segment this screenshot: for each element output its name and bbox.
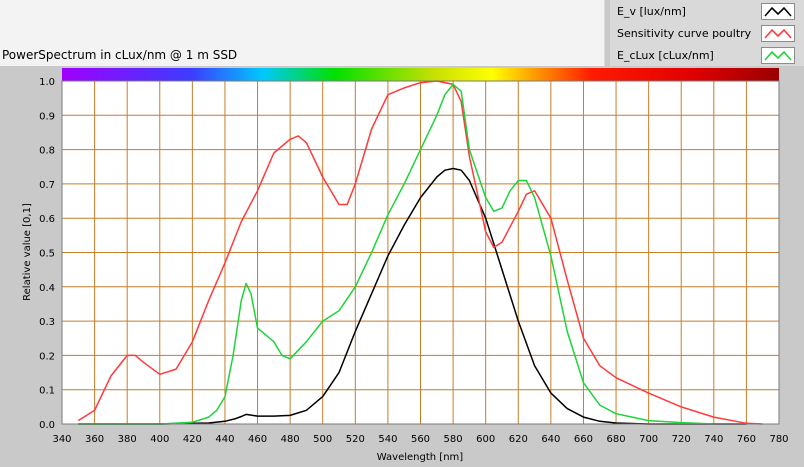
- legend-item-sensitivity[interactable]: Sensitivity curve poultry: [610, 23, 804, 45]
- spectrum-bar: [62, 68, 779, 81]
- x-tick-label: 760: [737, 434, 756, 445]
- x-tick-label: 680: [606, 434, 625, 445]
- x-tick-label: 540: [378, 434, 397, 445]
- legend-label-sensitivity: Sensitivity curve poultry: [617, 27, 752, 40]
- chart-title: PowerSpectrum in cLux/nm @ 1 m SSD: [2, 48, 238, 62]
- y-tick-label: 1.0: [39, 77, 55, 88]
- y-tick-label: 0.3: [39, 317, 55, 328]
- x-tick-label: 380: [118, 434, 137, 445]
- y-tick-label: 0.2: [39, 351, 55, 362]
- x-tick-label: 740: [704, 434, 723, 445]
- y-axis-title: Relative value [0,1]: [22, 203, 33, 301]
- x-tick-label: 480: [281, 434, 300, 445]
- legend-label-eclux: E_cLux [cLux/nm]: [617, 49, 714, 62]
- x-axis-title: Wavelength [nm]: [377, 452, 463, 463]
- x-tick-label: 420: [183, 434, 202, 445]
- x-tick-label: 340: [52, 434, 71, 445]
- legend-swatch-eclux-icon[interactable]: [761, 47, 795, 64]
- series-lines: [77, 80, 763, 425]
- series-line-eclux: [78, 83, 714, 425]
- x-tick-label: 440: [215, 434, 234, 445]
- y-tick-label: 0.0: [39, 420, 55, 431]
- legend: E_v [lux/nm] Sensitivity curve poultry E…: [610, 0, 804, 66]
- legend-swatch-ev-icon[interactable]: [761, 3, 795, 20]
- x-tick-label: 660: [574, 434, 593, 445]
- x-tick-label: 400: [150, 434, 169, 445]
- title-panel: PowerSpectrum in cLux/nm @ 1 m SSD: [0, 0, 605, 66]
- x-tick-label: 620: [509, 434, 528, 445]
- x-tick-label: 780: [769, 434, 788, 445]
- tick-labels: 340 360 380 400 420 440 460 480 500 520 540 560 580 6…: [39, 77, 788, 445]
- legend-item-eclux[interactable]: E_cLux [cLux/nm]: [610, 45, 804, 67]
- series-line-ev: [78, 167, 747, 425]
- y-tick-label: 0.7: [39, 180, 55, 191]
- x-tick-label: 700: [639, 434, 658, 445]
- y-tick-label: 0.5: [39, 249, 55, 260]
- y-tick-label: 0.9: [39, 111, 55, 122]
- plot-frame: [61, 80, 780, 425]
- y-tick-label: 0.1: [39, 386, 55, 397]
- legend-swatch-sensitivity-icon[interactable]: [761, 25, 795, 42]
- y-tick-label: 0.8: [39, 146, 55, 157]
- x-tick-label: 460: [248, 434, 267, 445]
- x-tick-label: 580: [444, 434, 463, 445]
- x-tick-label: 520: [346, 434, 365, 445]
- x-tick-label: 600: [476, 434, 495, 445]
- series-line-sensitivity: [77, 80, 763, 425]
- legend-item-ev[interactable]: E_v [lux/nm]: [610, 1, 804, 23]
- x-tick-label: 360: [85, 434, 104, 445]
- y-tick-label: 0.4: [39, 283, 55, 294]
- x-tick-label: 640: [541, 434, 560, 445]
- x-tick-label: 560: [411, 434, 430, 445]
- y-tick-label: 0.6: [39, 214, 55, 225]
- legend-label-ev: E_v [lux/nm]: [617, 5, 686, 18]
- x-tick-label: 500: [313, 434, 332, 445]
- x-tick-label: 720: [672, 434, 691, 445]
